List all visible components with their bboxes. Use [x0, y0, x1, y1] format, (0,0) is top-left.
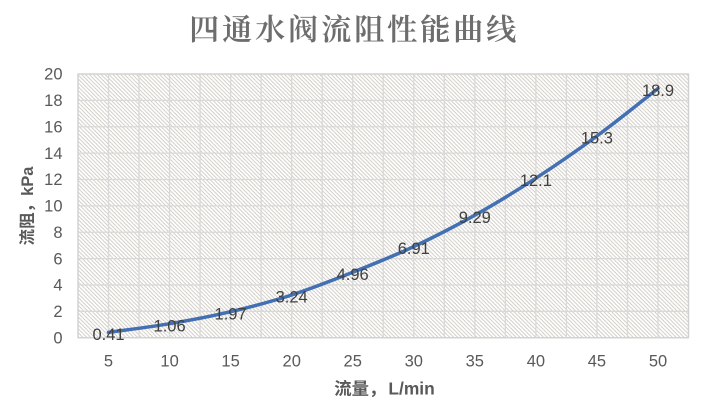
- svg-text:20: 20: [283, 353, 301, 371]
- svg-text:18: 18: [44, 92, 62, 110]
- svg-text:12: 12: [44, 171, 62, 189]
- svg-text:45: 45: [588, 353, 606, 371]
- svg-text:3.24: 3.24: [276, 289, 308, 307]
- svg-text:16: 16: [44, 118, 62, 136]
- svg-text:18.9: 18.9: [642, 82, 674, 100]
- svg-text:30: 30: [405, 353, 423, 371]
- svg-text:kPa: kPa: [19, 166, 37, 196]
- svg-text:1.97: 1.97: [215, 305, 247, 323]
- svg-text:35: 35: [466, 353, 484, 371]
- svg-text:12.1: 12.1: [520, 172, 552, 190]
- svg-text:15: 15: [221, 353, 239, 371]
- svg-text:10: 10: [160, 353, 178, 371]
- svg-text:1.06: 1.06: [154, 317, 186, 335]
- svg-text:50: 50: [649, 353, 667, 371]
- svg-text:4: 4: [53, 277, 62, 295]
- svg-text:2: 2: [53, 303, 62, 321]
- svg-text:0.41: 0.41: [92, 326, 124, 344]
- svg-text:20: 20: [44, 66, 62, 84]
- svg-text:25: 25: [344, 353, 362, 371]
- svg-text:40: 40: [527, 353, 545, 371]
- svg-text:6: 6: [53, 250, 62, 268]
- svg-text:0: 0: [53, 329, 62, 347]
- svg-text:10: 10: [44, 198, 62, 216]
- svg-text:6.91: 6.91: [398, 240, 430, 258]
- svg-text:14: 14: [44, 145, 62, 163]
- svg-text:9.29: 9.29: [459, 209, 491, 227]
- svg-text:4.96: 4.96: [337, 266, 369, 284]
- svg-text:8: 8: [53, 224, 62, 242]
- svg-text:5: 5: [104, 353, 113, 371]
- svg-text:15.3: 15.3: [581, 130, 613, 148]
- svg-text:L/min: L/min: [388, 379, 434, 399]
